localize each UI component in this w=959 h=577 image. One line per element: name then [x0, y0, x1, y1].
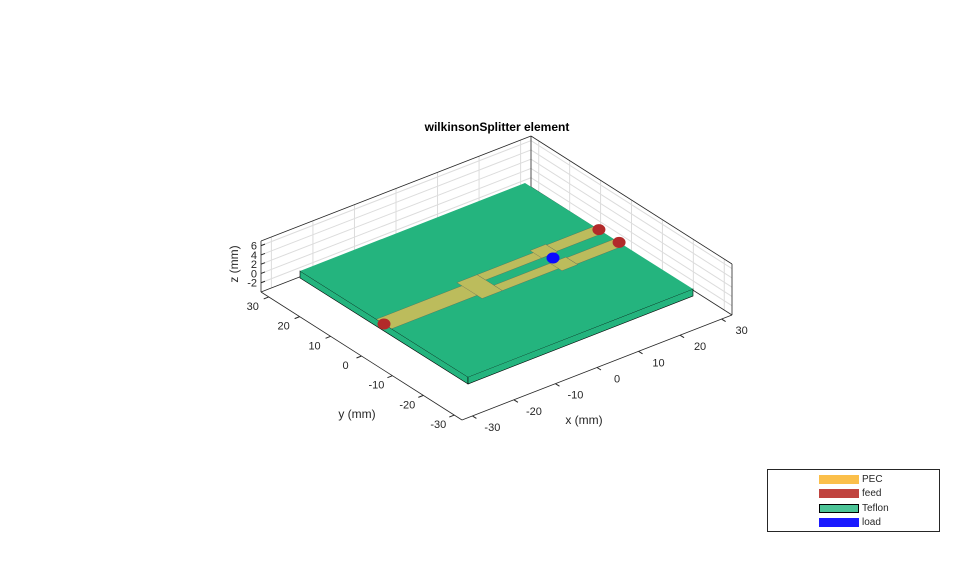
- z-axis-label: z (mm): [227, 245, 241, 282]
- y-tick-label: -10: [368, 380, 384, 392]
- z-tick-label: 4: [251, 250, 257, 262]
- y-tick: [263, 296, 269, 300]
- x-tick: [472, 415, 477, 419]
- z-tick-label: 0: [251, 268, 257, 280]
- feed-swatch: [819, 488, 859, 498]
- x-tick: [721, 318, 726, 322]
- y-tick: [356, 355, 362, 359]
- legend-label: load: [862, 516, 881, 528]
- x-tick-label: 0: [614, 374, 620, 386]
- pec-swatch: [819, 474, 859, 484]
- y-tick-label: -20: [399, 399, 415, 411]
- y-axis-label: y (mm): [338, 407, 375, 421]
- y-tick: [325, 335, 331, 339]
- x-tick: [513, 399, 519, 403]
- z-tick: [260, 243, 266, 247]
- load-resistor: [546, 252, 560, 264]
- y-tick: [449, 414, 455, 418]
- y-tick-label: 0: [342, 360, 348, 372]
- z-tick-label: -2: [247, 278, 257, 290]
- legend-item-load: load: [819, 516, 881, 528]
- z-tick-label: 2: [251, 259, 257, 271]
- z-tick-label: 6: [251, 241, 257, 253]
- legend-item-pec: PEC: [819, 473, 883, 485]
- axis-edge: [260, 135, 532, 242]
- legend-item-teflon: Teflon: [819, 502, 889, 514]
- board-side: [467, 288, 694, 385]
- z-tick: [260, 271, 266, 274]
- y-tick: [387, 375, 393, 379]
- x-tick-label: 30: [735, 325, 747, 337]
- x-tick: [596, 367, 602, 371]
- x-tick-label: -30: [484, 422, 500, 434]
- x-tick-label: -10: [568, 390, 584, 402]
- legend: PEC feed Teflon load: [767, 469, 940, 532]
- x-tick: [638, 350, 643, 355]
- z-tick: [260, 252, 266, 256]
- legend-label: feed: [862, 487, 882, 499]
- load-swatch: [819, 517, 859, 527]
- axis-edge: [530, 135, 733, 265]
- x-tick: [555, 383, 560, 387]
- z-tick: [260, 262, 266, 265]
- x-tick-label: 20: [694, 341, 706, 353]
- y-tick-label: -30: [430, 419, 446, 431]
- y-tick-label: 10: [308, 340, 320, 352]
- y-tick-label: 20: [278, 321, 290, 333]
- feed-port: [377, 318, 391, 330]
- feed-port: [612, 236, 626, 248]
- x-tick-label: 10: [652, 357, 664, 369]
- plot-title: wilkinsonSplitter element: [424, 120, 570, 134]
- x-axis-label: x (mm): [565, 413, 602, 427]
- legend-item-feed: feed: [819, 487, 881, 499]
- legend-label: Teflon: [862, 502, 889, 514]
- y-tick-label: 30: [247, 301, 259, 313]
- x-tick-label: -20: [526, 406, 542, 418]
- teflon-swatch: [819, 503, 859, 513]
- output-step: [549, 256, 579, 271]
- feed-port: [592, 224, 606, 236]
- legend-label: PEC: [862, 473, 883, 485]
- z-tick: [260, 280, 266, 284]
- y-tick: [294, 316, 300, 320]
- x-tick: [679, 334, 685, 339]
- splitter-geometry: [299, 183, 694, 385]
- output-step: [529, 244, 558, 259]
- axes-walls: [260, 135, 733, 421]
- y-tick: [418, 394, 424, 398]
